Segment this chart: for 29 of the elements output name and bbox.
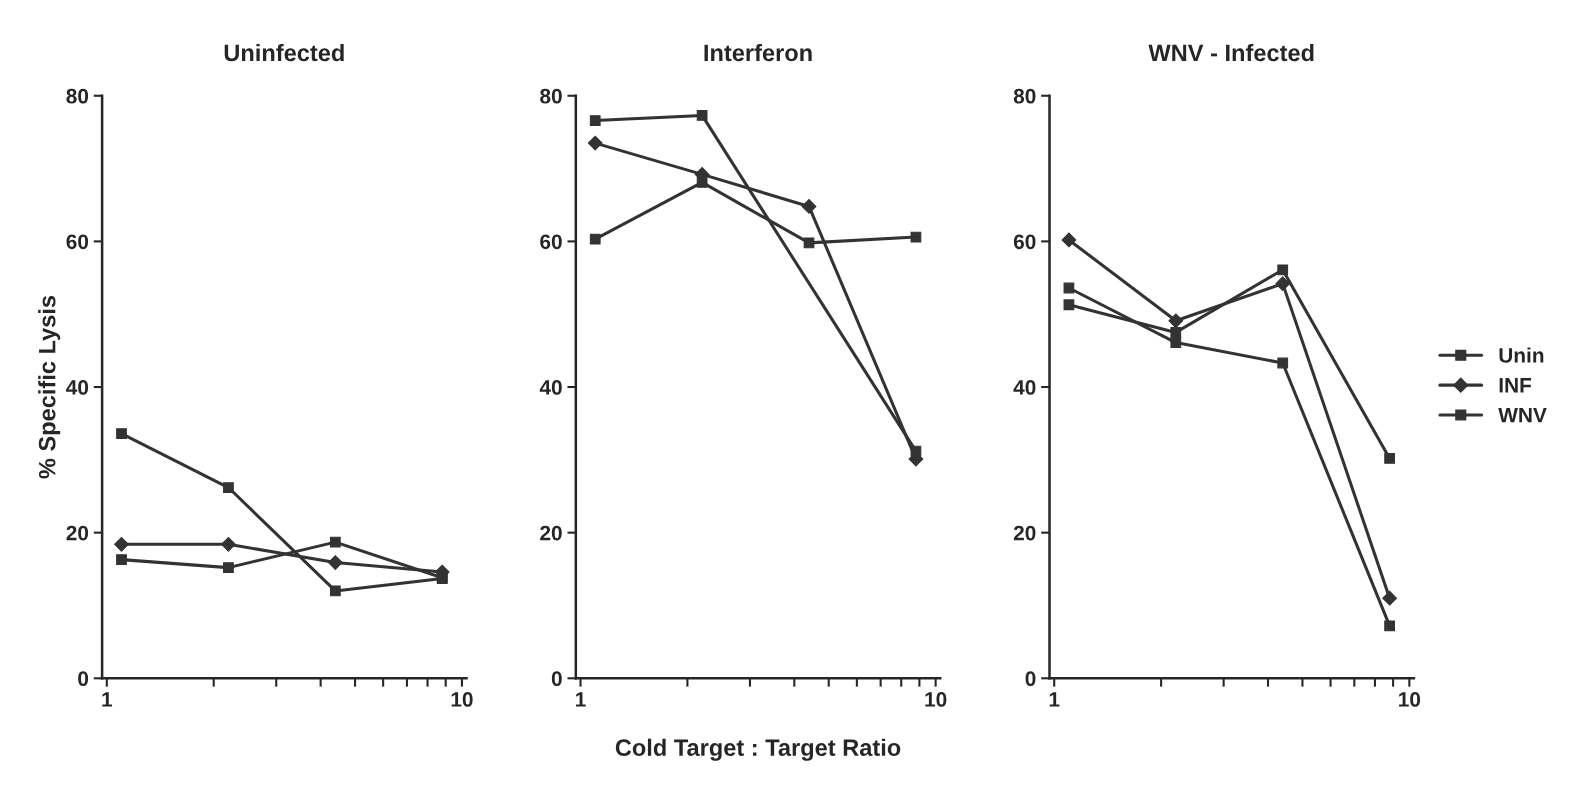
- y-tick-label: 0: [551, 671, 562, 687]
- chart-title: WNV - Infected: [1148, 43, 1314, 62]
- y-tick-label: 80: [66, 88, 89, 104]
- y-tick-label: 20: [540, 525, 562, 541]
- chart-title: Uninfected: [224, 43, 344, 62]
- x-tick-label: 10: [925, 692, 947, 707]
- y-tick-label: 40: [1013, 380, 1036, 395]
- y-tick-label: 20: [1013, 525, 1036, 541]
- x-tick-label: 1: [102, 692, 113, 707]
- legend-label: WNV: [1498, 407, 1547, 423]
- legend-label: Unin: [1499, 347, 1544, 363]
- x-axis-title: Cold Target : Target Ratio: [615, 738, 901, 761]
- y-tick-label: 60: [540, 234, 562, 250]
- y-tick-label: 40: [66, 380, 89, 395]
- legend-label: INF: [1499, 378, 1532, 393]
- x-tick-label: 10: [1399, 692, 1421, 707]
- y-tick-label: 80: [1013, 88, 1036, 104]
- y-tick-label: 80: [540, 88, 562, 104]
- x-tick-label: 1: [576, 692, 586, 707]
- chart-title: Interferon: [704, 43, 812, 62]
- x-tick-label: 1: [1049, 692, 1060, 707]
- y-tick-label: 60: [1013, 234, 1036, 250]
- y-tick-label: 60: [66, 234, 89, 250]
- y-tick-label: 40: [539, 380, 562, 395]
- y-axis-title: % Specific Lysis: [38, 295, 61, 479]
- x-tick-label: 10: [451, 692, 473, 707]
- y-tick-label: 0: [1025, 671, 1036, 687]
- y-tick-label: 0: [78, 671, 89, 687]
- y-tick-label: 20: [66, 525, 89, 541]
